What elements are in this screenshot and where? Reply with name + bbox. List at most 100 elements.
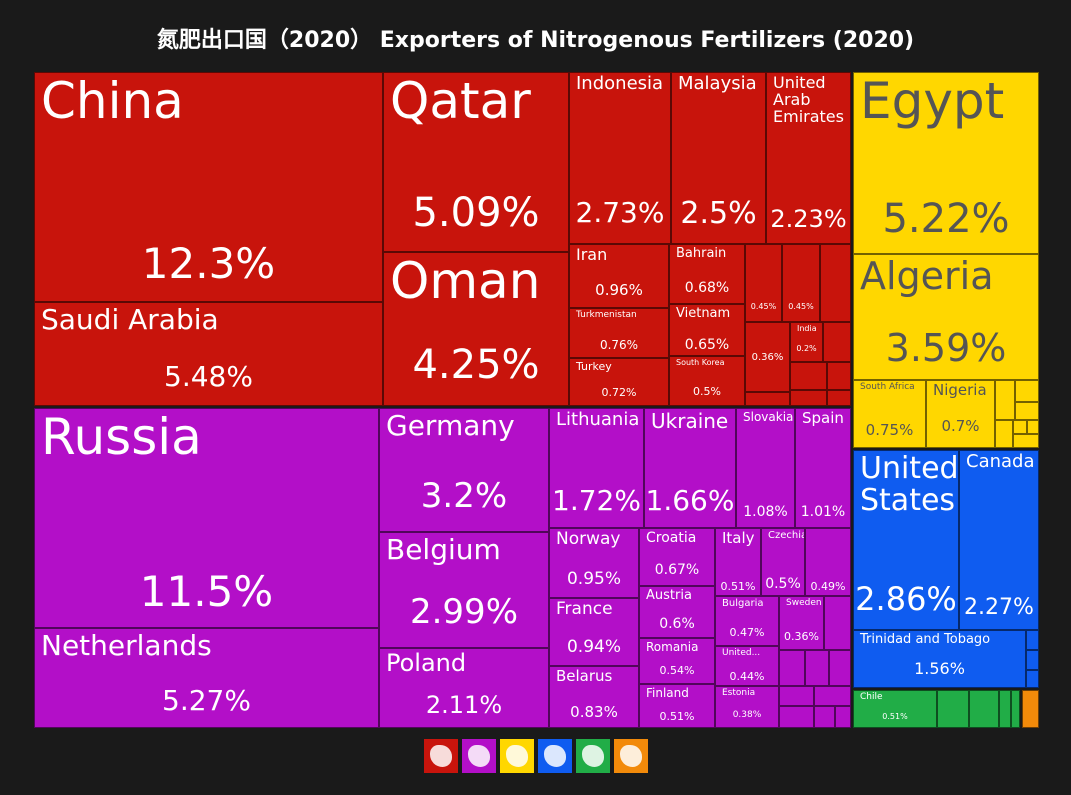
tile-minor-south-america-29[interactable] bbox=[1011, 690, 1020, 728]
tile-ukraine[interactable]: Ukraine 1.66% bbox=[644, 408, 736, 528]
tile-minor-europe-13[interactable] bbox=[779, 706, 814, 728]
tile-minor-europe-8[interactable] bbox=[779, 650, 805, 686]
tile-europe-13[interactable]: 0.49% bbox=[805, 528, 851, 596]
tile-qatar[interactable]: Qatar 5.09% bbox=[383, 72, 569, 252]
tile-minor-asia-4[interactable] bbox=[745, 392, 790, 406]
tile-finland[interactable]: Finland 0.51% bbox=[639, 684, 715, 728]
tile-united-arab-emirates[interactable]: United Arab Emirates 2.23% bbox=[766, 72, 851, 244]
tile-south-korea[interactable]: South Korea 0.5% bbox=[669, 356, 745, 406]
tile-label: Saudi Arabia bbox=[41, 303, 219, 336]
europe-legend-icon[interactable] bbox=[461, 739, 496, 773]
asia-legend-icon[interactable] bbox=[423, 739, 458, 773]
tile-croatia[interactable]: Croatia 0.67% bbox=[639, 528, 715, 586]
tile-bulgaria[interactable]: Bulgaria 0.47% bbox=[715, 596, 779, 646]
tile-label: Russia bbox=[41, 408, 202, 466]
tile-czechia[interactable]: Czechia 0.5% bbox=[761, 528, 805, 596]
tile-russia[interactable]: Russia 11.5% bbox=[34, 408, 379, 628]
tile-minor-asia-6[interactable] bbox=[827, 390, 851, 406]
tile-egypt[interactable]: Egypt 5.22% bbox=[853, 72, 1039, 254]
tile-spain[interactable]: Spain 1.01% bbox=[795, 408, 851, 528]
africa-legend-icon[interactable] bbox=[499, 739, 534, 773]
tile-minor-north-america-24[interactable] bbox=[1026, 650, 1039, 670]
tile-minor-africa-17[interactable] bbox=[1015, 380, 1039, 402]
tile-minor-south-america-28[interactable] bbox=[999, 690, 1011, 728]
tile-turkmenistan[interactable]: Turkmenistan 0.76% bbox=[569, 308, 669, 358]
tile-label: Estonia bbox=[722, 688, 756, 698]
tile-netherlands[interactable]: Netherlands 5.27% bbox=[34, 628, 379, 728]
tile-norway[interactable]: Norway 0.95% bbox=[549, 528, 639, 598]
tile-value: 5.27% bbox=[162, 684, 251, 717]
tile-minor-north-america-23[interactable] bbox=[1026, 630, 1039, 650]
tile-turkey[interactable]: Turkey 0.72% bbox=[569, 358, 669, 406]
tile-label: Vietnam bbox=[676, 306, 731, 321]
tile-minor-europe-9[interactable] bbox=[805, 650, 829, 686]
tile-belarus[interactable]: Belarus 0.83% bbox=[549, 666, 639, 728]
tile-minor-europe-12[interactable] bbox=[814, 686, 851, 706]
tile-slovakia[interactable]: Slovakia 1.08% bbox=[736, 408, 795, 528]
tile-minor-africa-20[interactable] bbox=[1013, 420, 1027, 434]
tile-iran[interactable]: Iran 0.96% bbox=[569, 244, 669, 308]
tile-bahrain[interactable]: Bahrain 0.68% bbox=[669, 244, 745, 304]
tile-minor-africa-18[interactable] bbox=[1015, 402, 1039, 420]
tile-value: 0.36% bbox=[784, 630, 819, 643]
tile-minor-europe-11[interactable] bbox=[779, 686, 814, 706]
tile-trinidad-and-tobago[interactable]: Trinidad and Tobago 1.56% bbox=[853, 630, 1026, 688]
tile-minor-asia-5[interactable] bbox=[790, 390, 827, 406]
tile-minor-africa-19[interactable] bbox=[995, 420, 1013, 448]
tile-india[interactable]: India 0.2% bbox=[790, 322, 823, 362]
tile-minor-africa-21[interactable] bbox=[1027, 420, 1039, 434]
tile-united-states[interactable]: United States 2.86% bbox=[853, 450, 959, 630]
tile-estonia[interactable]: Estonia 0.38% bbox=[715, 686, 779, 728]
tile-sweden[interactable]: Sweden 0.36% bbox=[779, 596, 824, 650]
tile-united[interactable]: United... 0.44% bbox=[715, 646, 779, 686]
tile-minor-africa-22[interactable] bbox=[1013, 434, 1039, 448]
tile-south-africa[interactable]: South Africa 0.75% bbox=[853, 380, 926, 448]
tile-label: India bbox=[797, 324, 817, 333]
tile-asia-14[interactable]: 0.45% bbox=[782, 244, 820, 322]
tile-label: China bbox=[41, 72, 184, 130]
tile-nigeria[interactable]: Nigeria 0.7% bbox=[926, 380, 995, 448]
tile-france[interactable]: France 0.94% bbox=[549, 598, 639, 666]
tile-poland[interactable]: Poland 2.11% bbox=[379, 648, 549, 728]
tile-china[interactable]: China 12.3% bbox=[34, 72, 383, 302]
tile-value: 0.45% bbox=[788, 302, 814, 311]
tile-label: Croatia bbox=[646, 530, 697, 546]
tile-indonesia[interactable]: Indonesia 2.73% bbox=[569, 72, 671, 244]
tile-belgium[interactable]: Belgium 2.99% bbox=[379, 532, 549, 648]
tile-minor-south-america-27[interactable] bbox=[969, 690, 999, 728]
tile-minor-south-america-26[interactable] bbox=[937, 690, 969, 728]
tile-oman[interactable]: Oman 4.25% bbox=[383, 252, 569, 406]
tile-asia-13[interactable]: 0.45% bbox=[745, 244, 782, 322]
tile-lithuania[interactable]: Lithuania 1.72% bbox=[549, 408, 644, 528]
tile-algeria[interactable]: Algeria 3.59% bbox=[853, 254, 1039, 380]
tile-minor-asia-0[interactable] bbox=[820, 244, 851, 322]
tile-germany[interactable]: Germany 3.2% bbox=[379, 408, 549, 532]
tile-minor-asia-2[interactable] bbox=[790, 362, 827, 390]
tile-vietnam[interactable]: Vietnam 0.65% bbox=[669, 304, 745, 356]
tile-saudi-arabia[interactable]: Saudi Arabia 5.48% bbox=[34, 302, 383, 406]
tile-minor-north-america-25[interactable] bbox=[1026, 670, 1039, 688]
oceania-legend-icon[interactable] bbox=[613, 739, 648, 773]
tile-minor-oceania-30[interactable] bbox=[1022, 690, 1039, 728]
tile-canada[interactable]: Canada 2.27% bbox=[959, 450, 1039, 630]
tile-minor-europe-14[interactable] bbox=[814, 706, 835, 728]
tile-minor-europe-10[interactable] bbox=[829, 650, 851, 686]
tile-austria[interactable]: Austria 0.6% bbox=[639, 586, 715, 638]
tile-value: 5.09% bbox=[412, 190, 540, 236]
tile-label: Germany bbox=[386, 409, 515, 442]
tile-malaysia[interactable]: Malaysia 2.5% bbox=[671, 72, 766, 244]
tile-minor-asia-3[interactable] bbox=[827, 362, 851, 390]
tile-value: 4.25% bbox=[412, 342, 540, 388]
tile-label: Chile bbox=[860, 692, 883, 702]
tile-chile[interactable]: Chile 0.51% bbox=[853, 690, 937, 728]
tile-label: Turkey bbox=[576, 360, 612, 373]
tile-minor-asia-1[interactable] bbox=[823, 322, 851, 362]
south-america-legend-icon[interactable] bbox=[575, 739, 610, 773]
north-america-legend-icon[interactable] bbox=[537, 739, 572, 773]
tile-minor-europe-7[interactable] bbox=[824, 596, 851, 650]
tile-asia-15[interactable]: 0.36% bbox=[745, 322, 790, 392]
tile-minor-africa-16[interactable] bbox=[995, 380, 1015, 420]
tile-romania[interactable]: Romania 0.54% bbox=[639, 638, 715, 684]
tile-minor-europe-15[interactable] bbox=[835, 706, 851, 728]
tile-italy[interactable]: Italy 0.51% bbox=[715, 528, 761, 596]
